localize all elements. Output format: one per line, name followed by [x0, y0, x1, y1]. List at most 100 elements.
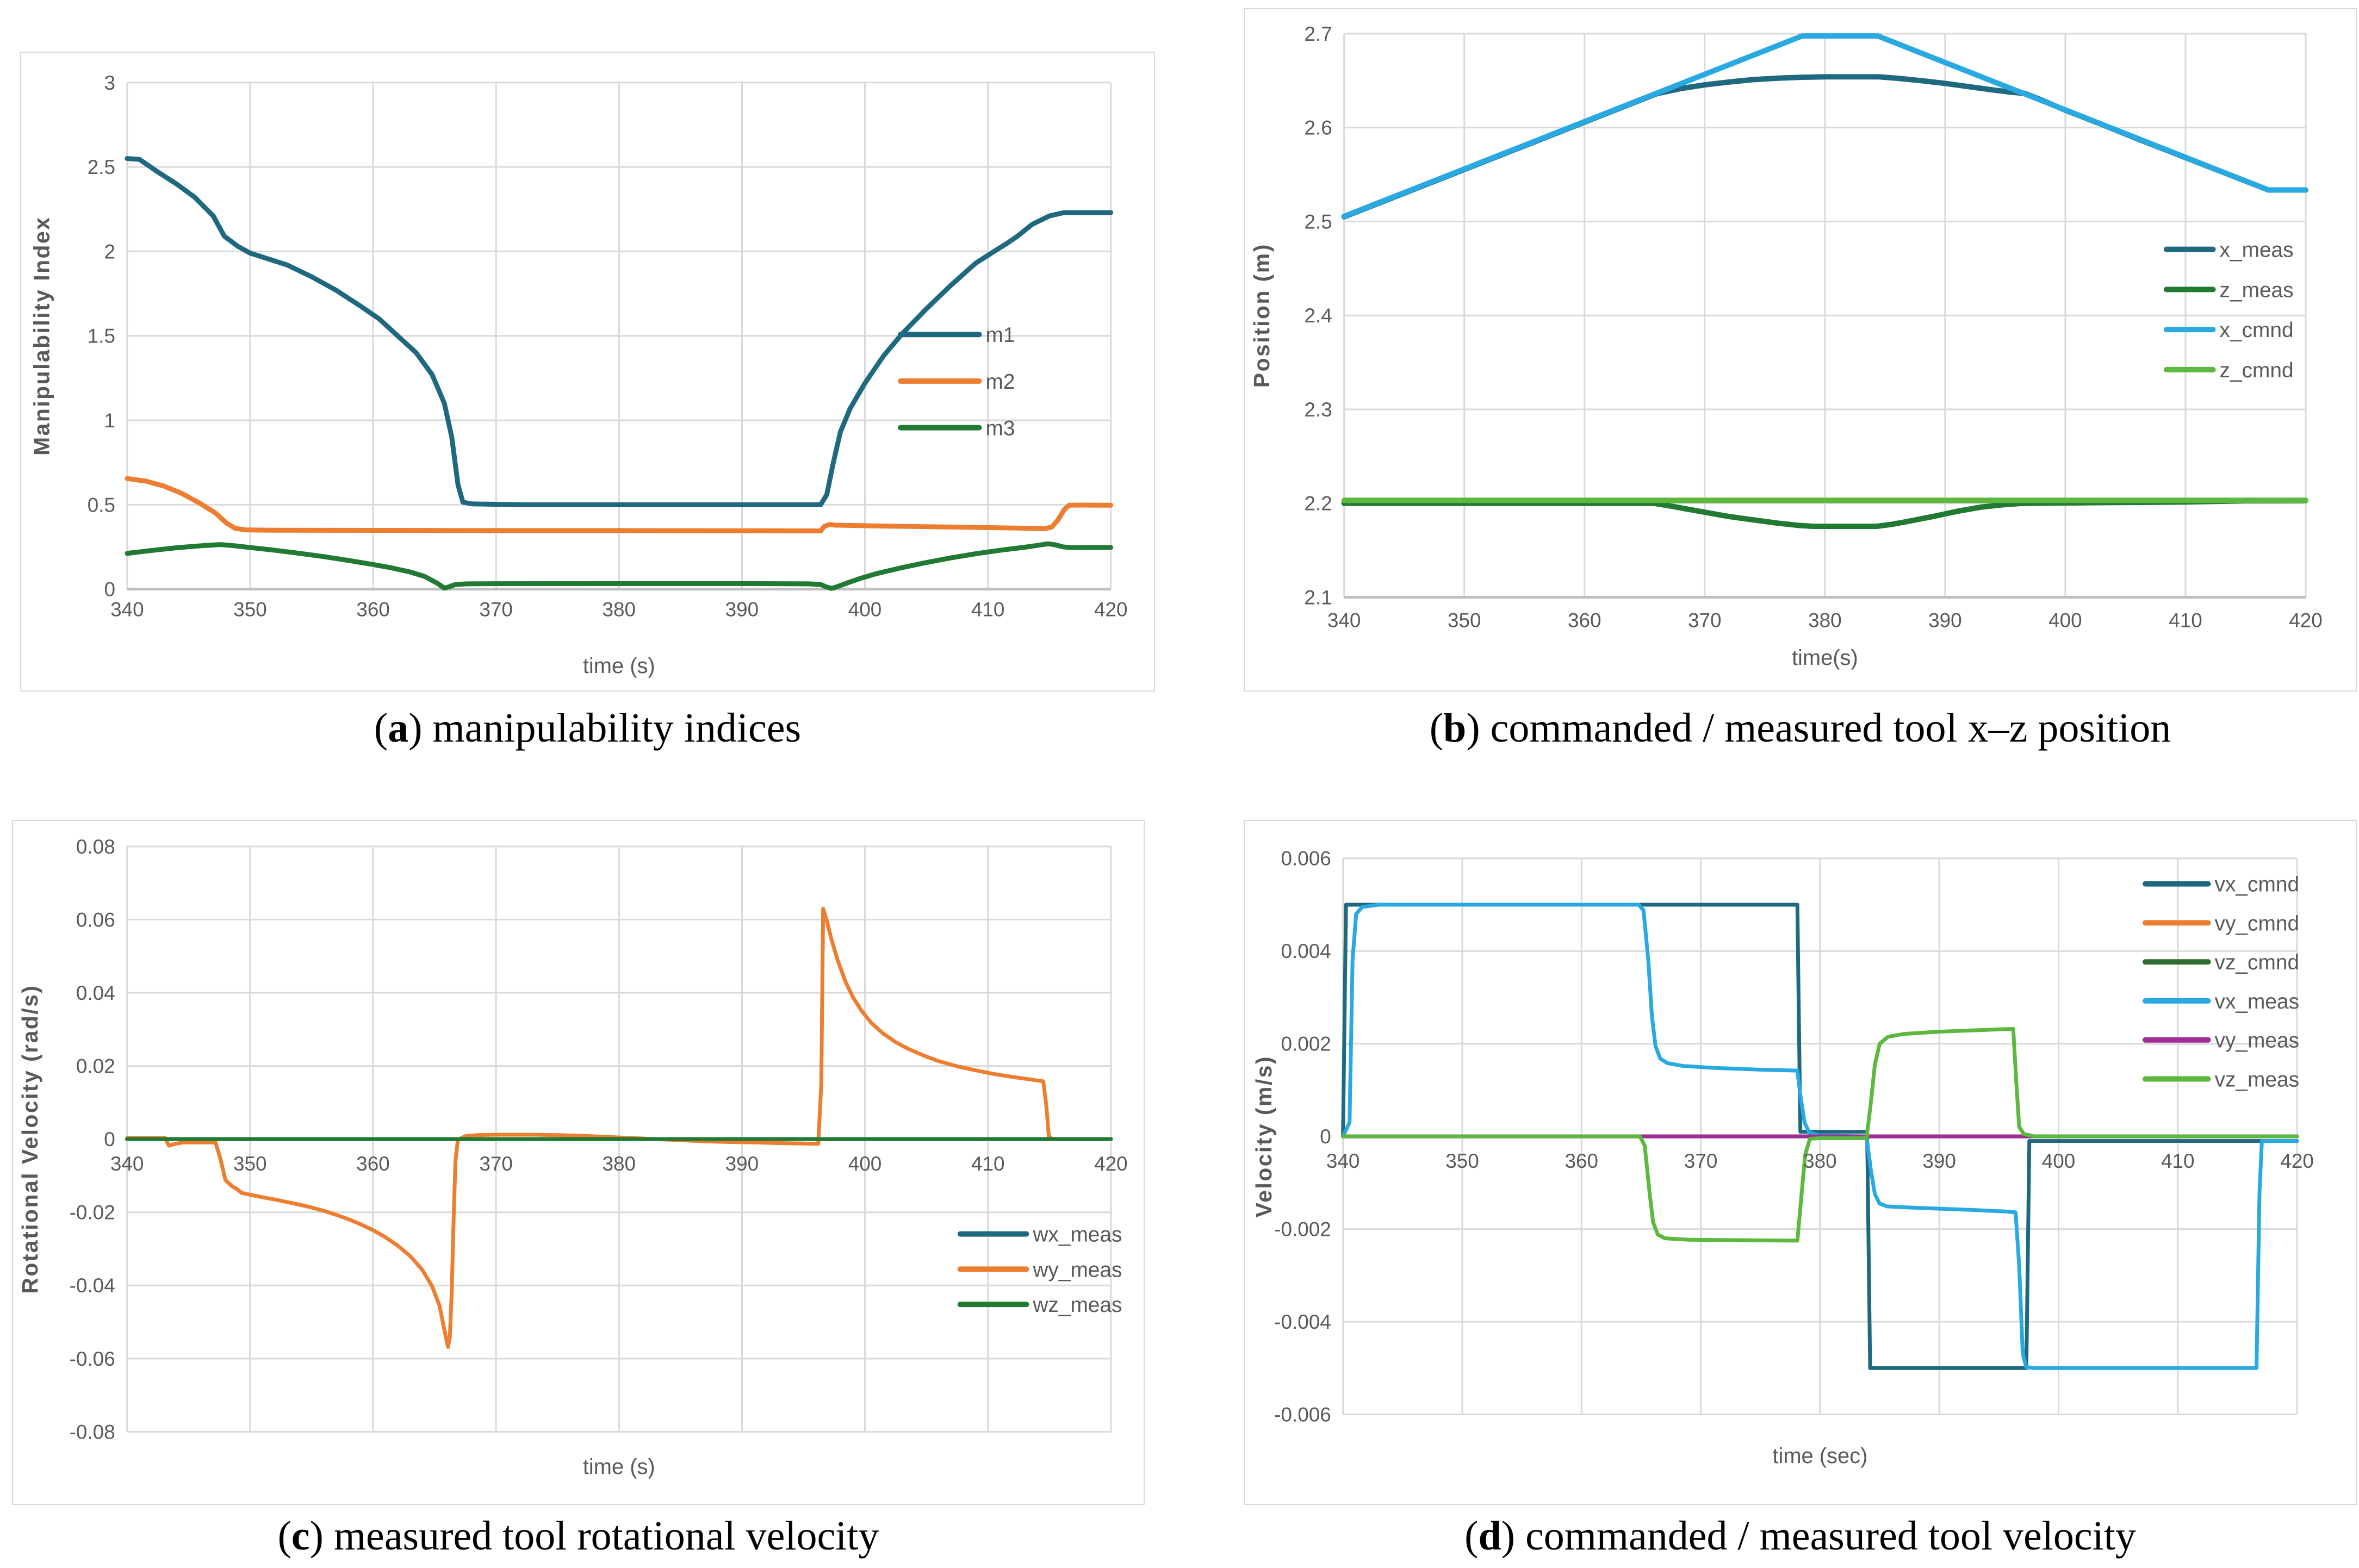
y-axis-title: Manipulability Index: [29, 216, 54, 456]
series-x_cmnd: [1341, 33, 2309, 219]
legend-label-x_cmnd: x_cmnd: [2220, 319, 2294, 342]
caption-d-label: (d): [1464, 1513, 1516, 1559]
y-tick-label: 2.4: [1304, 304, 1332, 327]
x-tick-label: 350: [1445, 1150, 1479, 1172]
y-axis-title: Rotational Velocity (rad/s): [17, 985, 42, 1294]
x-tick-label: 420: [1094, 1153, 1128, 1175]
y-tick-label: -0.06: [70, 1348, 115, 1370]
series-m1: [125, 156, 1114, 507]
chart-c-rotational-velocity: -0.08 -0.06 -0.04 -0.02 0 0.02 0.04 0.06 0.08 340…: [12, 820, 1145, 1505]
y-tick-label: 0.006: [1281, 848, 1331, 870]
y-tick-label: 2.5: [88, 156, 115, 178]
series-wy_meas: [125, 906, 1113, 1349]
legend-label-vx_meas: vx_meas: [2215, 990, 2300, 1013]
x-tick-label: 370: [479, 1153, 513, 1175]
x-tick-label: 340: [110, 598, 144, 620]
y-tick-label: -0.002: [1274, 1218, 1331, 1241]
caption-a-label: (a): [374, 705, 423, 751]
caption-b: (b) commanded / measured tool x–z positi…: [1244, 705, 2357, 752]
legend: m1 m2 m3: [898, 323, 1015, 440]
x-tick-label: 350: [1448, 609, 1481, 631]
x-tick-label: 420: [2280, 1150, 2314, 1172]
series-m3: [125, 541, 1114, 591]
y-tick-label: 0.04: [76, 982, 115, 1004]
x-tick-label: 380: [603, 598, 636, 620]
x-tick-label: 380: [602, 1153, 636, 1175]
x-tick-label: 410: [2169, 609, 2202, 631]
x-tick-label: 410: [2161, 1150, 2195, 1172]
x-tick-label: 400: [848, 1153, 882, 1175]
x-axis-title: time(s): [1792, 646, 1858, 670]
y-tick-label: 0: [104, 578, 115, 601]
x-tick-label: 360: [1568, 609, 1601, 631]
gridlines: [1343, 33, 2307, 599]
caption-d-text: commanded / measured tool velocity: [1525, 1513, 2136, 1559]
series-lines: [125, 156, 1114, 591]
caption-b-label: (b): [1429, 705, 1480, 751]
legend-label-z_meas: z_meas: [2220, 278, 2294, 302]
x-tick-label: 340: [110, 1153, 144, 1175]
x-tick-label: 390: [1922, 1150, 1956, 1172]
axis-tick-labels: -0.006 -0.004 -0.002 0 0.002 0.004 0.006 340 350…: [1274, 848, 2314, 1426]
series-m2: [125, 476, 1114, 533]
y-tick-label: 2.1: [1304, 587, 1332, 609]
legend-label-wx_meas: wx_meas: [1032, 1223, 1122, 1247]
x-tick-label: 350: [233, 1153, 267, 1175]
x-axis-title: time (s): [583, 1455, 655, 1479]
y-tick-label: 2.7: [1304, 23, 1332, 45]
legend: vx_cmnd vy_cmnd vz_cmnd vx_meas vy_meas vz_me…: [2142, 873, 2300, 1091]
gridlines: [126, 82, 1112, 590]
y-tick-label: 2.2: [1304, 493, 1332, 515]
legend: x_meas z_meas x_cmnd z_cmnd: [2163, 239, 2294, 382]
chart-b-position: 2.1 2.2 2.3 2.4 2.5 2.6 2.7 340 350 360 370 380 390 4…: [1244, 8, 2357, 692]
y-tick-label: -0.02: [70, 1202, 115, 1224]
y-tick-label: 0.08: [76, 836, 115, 858]
y-tick-label: 0: [1320, 1125, 1331, 1148]
x-tick-label: 400: [2048, 609, 2082, 631]
caption-c-text: measured tool rotational velocity: [333, 1513, 879, 1559]
caption-a-text: manipulability indices: [432, 705, 802, 751]
gridlines: [1342, 857, 2298, 1416]
y-axis-title: Position (m): [1249, 243, 1274, 388]
x-tick-label: 340: [1327, 609, 1361, 631]
y-tick-label: 2.3: [1304, 399, 1332, 421]
y-tick-label: 2: [104, 240, 115, 263]
chart-d-velocity: -0.006 -0.004 -0.002 0 0.002 0.004 0.006 340 350…: [1244, 820, 2357, 1505]
chart-d-canvas: -0.006 -0.004 -0.002 0 0.002 0.004 0.006 340 350…: [1251, 848, 2314, 1468]
x-tick-label: 340: [1326, 1150, 1360, 1172]
x-axis-title: time (s): [583, 654, 655, 678]
x-tick-label: 370: [479, 598, 513, 620]
y-tick-label: 0.02: [76, 1055, 115, 1078]
x-tick-label: 360: [1565, 1150, 1599, 1172]
x-tick-label: 390: [725, 1153, 759, 1175]
x-tick-label: 410: [971, 1153, 1005, 1175]
x-axis-title: time (sec): [1772, 1444, 1867, 1468]
x-tick-label: 400: [2042, 1150, 2076, 1172]
x-tick-label: 370: [1688, 609, 1722, 631]
series-lines: [125, 906, 1113, 1349]
legend: wx_meas wy_meas wz_meas: [957, 1223, 1122, 1317]
y-tick-label: 0.004: [1281, 940, 1331, 962]
legend-label-vx_cmnd: vx_cmnd: [2215, 873, 2300, 897]
legend-label-x_meas: x_meas: [2220, 239, 2294, 262]
legend-label-z_cmnd: z_cmnd: [2220, 359, 2294, 382]
x-tick-label: 350: [233, 598, 267, 620]
x-tick-label: 390: [1928, 609, 1962, 631]
x-tick-label: 360: [356, 1153, 390, 1175]
x-tick-label: 360: [356, 598, 390, 620]
legend-label-wy_meas: wy_meas: [1032, 1258, 1122, 1281]
caption-c: (c) measured tool rotational velocity: [12, 1513, 1145, 1560]
y-axis-title: Velocity (m/s): [1251, 1055, 1276, 1217]
legend-label-vy_cmnd: vy_cmnd: [2215, 912, 2300, 935]
legend-label-vy_meas: vy_meas: [2215, 1029, 2300, 1053]
y-tick-label: 2.6: [1304, 117, 1332, 139]
axis-tick-labels: -0.08 -0.06 -0.04 -0.02 0 0.02 0.04 0.06 0.08 340…: [70, 836, 1128, 1443]
legend-label-m2: m2: [986, 370, 1015, 394]
y-tick-label: 0.06: [76, 909, 115, 931]
y-tick-label: 0.5: [88, 494, 115, 516]
y-tick-label: 0: [104, 1128, 115, 1150]
x-tick-label: 390: [725, 598, 759, 620]
series-lines: [1341, 33, 2309, 530]
axis-tick-labels: 0 0.5 1 1.5 2 2.5 3 340 350 360 370 380 390 400 410 420: [88, 72, 1128, 621]
